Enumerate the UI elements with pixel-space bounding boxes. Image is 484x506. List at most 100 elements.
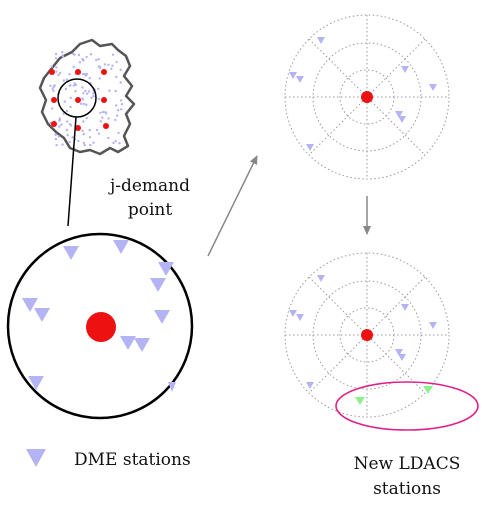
map-dme-dot: [49, 84, 52, 88]
map-dme-dot: [101, 110, 105, 114]
map-dme-dot: [97, 97, 101, 101]
map-dme-dot: [119, 81, 122, 84]
map-dme-dot: [81, 129, 84, 132]
map-dme-dot: [92, 94, 95, 98]
map-dme-dot: [85, 55, 88, 59]
map-dme-dot: [116, 109, 120, 112]
map-dme-dot: [88, 77, 91, 80]
map-dme-dot: [68, 122, 72, 126]
map-dme-dot: [89, 53, 93, 56]
germany-map: [38, 38, 136, 156]
map-dme-dot: [73, 53, 76, 56]
map-dme-dot: [104, 111, 107, 114]
map-dme-dot: [82, 132, 86, 136]
map-dme-dot: [108, 89, 111, 92]
map-dme-dot: [58, 117, 61, 120]
map-dme-dot: [57, 73, 60, 77]
demand-point-label-1: j-demand: [108, 176, 190, 196]
map-dme-dot: [61, 54, 64, 57]
map-dme-dot: [52, 89, 55, 93]
map-dme-dot: [107, 117, 110, 120]
map-dme-dot: [54, 52, 58, 56]
map-dme-dot: [57, 135, 61, 138]
map-dme-dot: [115, 104, 118, 107]
map-dme-dot: [86, 92, 89, 95]
map-dme-dot: [78, 61, 82, 64]
zoomed-demand-point: [86, 312, 116, 342]
map-dme-dot: [73, 82, 76, 85]
map-dme-dot: [95, 58, 98, 62]
map-dme-dot: [85, 103, 88, 106]
map-dme-dot: [61, 143, 64, 146]
map-dme-dot: [88, 128, 91, 132]
map-dme-dot: [55, 143, 58, 147]
ldacs-highlight-ellipse: [335, 381, 479, 431]
map-dme-dot: [97, 132, 101, 135]
map-dme-dot: [82, 92, 85, 95]
map-dme-dot: [81, 57, 84, 61]
map-dme-dot: [117, 131, 120, 135]
map-dme-dot: [51, 107, 54, 110]
map-dme-dot: [115, 60, 118, 64]
map-dme-dot: [68, 73, 71, 76]
zoom-connector-line: [67, 116, 77, 227]
map-dme-dot: [51, 87, 54, 90]
zoom-circle: [57, 78, 97, 118]
map-dme-dot: [85, 116, 89, 120]
map-dme-dot: [68, 140, 71, 144]
map-dme-dot: [84, 89, 87, 93]
polar-bottom-dme-stations: [289, 275, 437, 389]
map-dme-dot: [103, 63, 107, 66]
map-dme-dot: [52, 85, 55, 88]
map-dme-dot: [58, 125, 61, 128]
ldacs-stations: [355, 386, 433, 405]
map-dme-dot: [71, 136, 74, 139]
map-dme-dot: [111, 53, 115, 56]
map-dme-dot: [119, 68, 122, 72]
map-dme-dot: [95, 128, 99, 132]
map-dme-dot: [114, 118, 117, 122]
zoomed-demand-area: [6, 232, 194, 420]
legend-dme-label: DME stations: [74, 450, 191, 470]
map-dme-dot: [118, 142, 121, 145]
map-dme-dot: [111, 64, 114, 67]
map-dme-dot: [63, 100, 66, 103]
map-dme-dot: [77, 53, 81, 57]
polar-top-dme-stations: [289, 37, 437, 151]
map-dme-dot: [55, 66, 58, 69]
map-dme-dot: [82, 141, 86, 145]
map-dme-dot: [120, 108, 123, 111]
map-dme-dot: [69, 84, 72, 87]
map-dme-dot: [69, 96, 72, 100]
map-dme-dot: [79, 102, 83, 105]
map-dme-dot: [82, 120, 85, 123]
map-dme-dot: [81, 97, 84, 100]
legend: DME stations: [26, 449, 191, 470]
map-dme-dot: [65, 78, 69, 82]
map-dme-dot: [62, 79, 65, 82]
map-dme-dot: [82, 102, 86, 106]
map-dme-dot: [58, 71, 62, 75]
map-dme-dot: [54, 133, 57, 136]
map-dme-dot: [90, 96, 93, 100]
arrow-to-polar: [207, 155, 258, 257]
map-dme-dot: [62, 112, 65, 116]
map-dme-dot: [72, 84, 76, 87]
map-dme-dot: [83, 143, 86, 147]
map-dme-dot: [55, 70, 58, 74]
map-dme-dot: [101, 116, 104, 119]
map-dme-dot: [50, 65, 53, 68]
map-dme-dot: [81, 86, 84, 89]
map-dme-dot: [88, 136, 92, 139]
map-dme-dot: [112, 141, 115, 145]
map-dme-dot: [99, 111, 102, 115]
map-dme-dot: [107, 63, 110, 66]
map-dme-dot: [114, 139, 117, 143]
map-dme-dot: [92, 92, 95, 95]
ldacs-label-2: stations: [373, 479, 441, 499]
map-dme-dot: [115, 75, 118, 79]
map-dme-dot: [60, 123, 63, 126]
map-dme-dot: [54, 137, 58, 141]
map-dme-dot: [66, 133, 69, 137]
map-dme-dot: [97, 58, 100, 61]
